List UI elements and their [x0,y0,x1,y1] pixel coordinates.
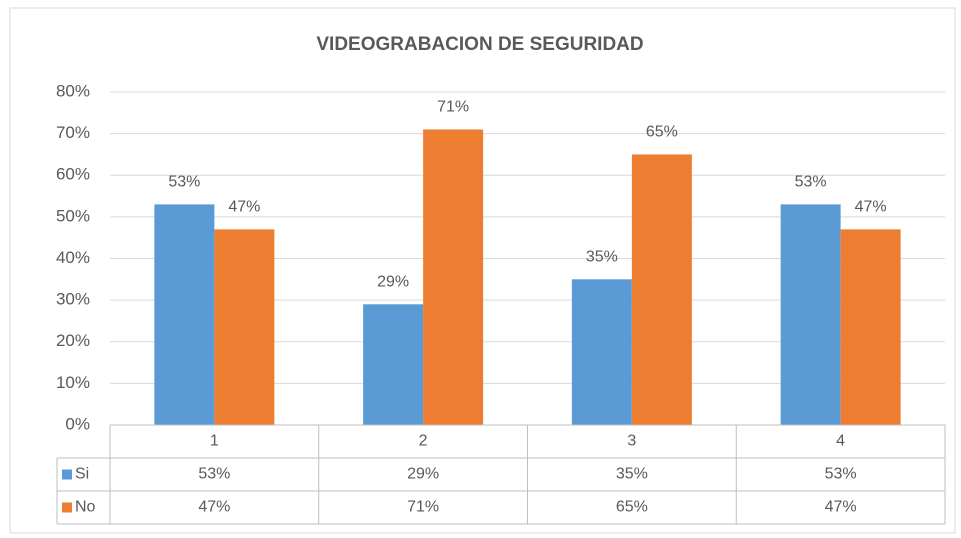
data-label: 65% [646,124,678,141]
y-tick-label: 40% [56,248,90,267]
x-tick-label: 4 [836,433,845,450]
bar [423,129,484,425]
data-label: 53% [795,174,827,191]
y-tick-label: 0% [65,414,90,433]
legend-label: No [75,499,96,516]
y-tick-label: 20% [56,331,90,350]
data-label: 71% [437,99,469,116]
table-cell: 65% [616,499,648,516]
data-label: 35% [586,249,618,266]
y-tick-label: 10% [56,373,90,392]
bar [631,154,692,425]
y-tick-label: 80% [56,81,90,100]
y-tick-label: 70% [56,123,90,142]
table-cell: 53% [198,466,230,483]
table-cell: 47% [198,499,230,516]
data-label: 47% [855,199,887,216]
table-cell: 29% [407,466,439,483]
table-cell: 53% [825,466,857,483]
y-tick-label: 50% [56,206,90,225]
x-tick-label: 1 [210,433,219,450]
bar [571,279,632,425]
chart-title: VIDEOGRABACION DE SEGURIDAD [316,34,643,55]
table-cell: 35% [616,466,648,483]
legend-swatch [62,502,72,513]
y-tick-label: 30% [56,290,90,309]
bar [363,304,424,425]
legend-label: Si [75,466,89,483]
y-tick-label: 60% [56,165,90,184]
bar [840,229,901,425]
table-cell: 47% [825,499,857,516]
x-tick-label: 2 [419,433,428,450]
data-label: 29% [377,274,409,291]
bar [154,204,215,425]
bar [214,229,275,425]
legend-swatch [62,469,72,480]
bar [780,204,841,425]
data-label: 47% [228,199,260,216]
x-tick-label: 3 [627,433,636,450]
data-label: 53% [168,174,200,191]
table-cell: 71% [407,499,439,516]
